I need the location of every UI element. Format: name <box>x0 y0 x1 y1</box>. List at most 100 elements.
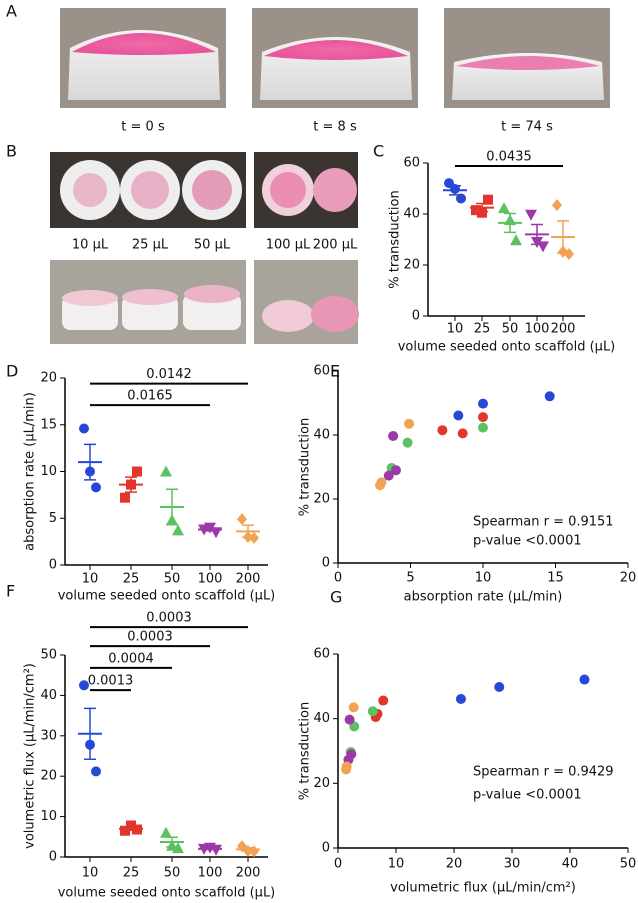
p-value-label: 0.0142 <box>146 367 192 382</box>
p-value-label: 0.0013 <box>88 674 134 689</box>
x-tick-label: 50 <box>164 572 181 587</box>
point <box>91 766 101 777</box>
point <box>341 764 352 775</box>
y-axis-label: % transduction <box>298 418 313 516</box>
error-bar <box>125 826 137 832</box>
point <box>160 826 172 838</box>
error-bar <box>166 836 178 848</box>
point <box>456 193 466 204</box>
x-tick-label: 0 <box>334 571 342 586</box>
x-tick-label: 25 <box>123 866 140 881</box>
x-tick-label: 100 <box>198 866 223 881</box>
point <box>478 422 488 433</box>
point <box>388 430 399 441</box>
error-bar <box>449 184 461 196</box>
annotation: p-value <0.0001 <box>473 788 582 803</box>
point <box>404 418 415 429</box>
point <box>79 680 89 691</box>
point <box>494 681 505 692</box>
annotation: p-value <0.0001 <box>473 534 582 549</box>
panel-label: A <box>6 2 17 21</box>
point <box>455 693 466 704</box>
y-tick-label: 60 <box>313 364 330 379</box>
point <box>378 695 389 706</box>
point <box>402 437 413 448</box>
y-tick-label: 50 <box>40 648 57 663</box>
x-tick-label: 10 <box>475 571 492 586</box>
point <box>383 470 394 481</box>
photo-row-a <box>60 8 610 108</box>
error-bar <box>84 443 96 481</box>
point <box>237 513 247 526</box>
y-tick-label: 0 <box>322 556 330 571</box>
x-tick-label: 10 <box>82 572 99 587</box>
point <box>564 248 574 261</box>
y-axis-label: absorption rate (µL/min) <box>23 392 38 551</box>
y-tick-label: 0 <box>49 558 57 573</box>
error-bar <box>84 707 96 760</box>
point <box>552 199 562 212</box>
p-value-label: 0.0165 <box>127 389 173 404</box>
point <box>537 241 549 253</box>
point <box>344 714 355 725</box>
caption: 50 µL <box>194 238 231 253</box>
p-value-label: 0.0003 <box>146 611 192 626</box>
point <box>126 820 136 831</box>
y-axis-label: % transduction <box>298 702 313 800</box>
y-tick-label: 40 <box>40 688 57 703</box>
y-tick-label: 0 <box>322 841 330 856</box>
x-tick-label: 20 <box>620 571 637 586</box>
y-tick-label: 40 <box>403 207 420 222</box>
y-tick-label: 20 <box>403 258 420 273</box>
point <box>120 492 130 503</box>
x-tick-label: 50 <box>620 857 637 872</box>
point <box>391 465 401 476</box>
point <box>437 425 448 436</box>
point <box>471 205 481 216</box>
error-bar <box>204 847 216 851</box>
point <box>453 410 464 421</box>
point <box>544 391 555 402</box>
x-tick-label: 200 <box>236 866 261 881</box>
y-tick-label: 10 <box>40 464 57 479</box>
caption: 100 µL <box>266 238 311 253</box>
y-tick-label: 10 <box>40 809 57 824</box>
point <box>160 465 172 477</box>
p-value-label: 0.0004 <box>108 651 154 666</box>
x-axis-label: volumetric flux (µL/min/cm²) <box>390 881 576 896</box>
point <box>132 466 142 477</box>
annotation: Spearman r = 0.9151 <box>473 515 614 530</box>
y-axis-label: % transduction <box>388 190 403 288</box>
y-tick-label: 20 <box>40 769 57 784</box>
x-tick-label: 15 <box>547 571 564 586</box>
x-tick-label: 5 <box>406 571 414 586</box>
x-tick-label: 10 <box>82 866 99 881</box>
x-tick-label: 100 <box>525 322 550 337</box>
y-tick-label: 60 <box>403 156 420 171</box>
point <box>477 207 487 218</box>
caption: t = 74 s <box>501 120 553 135</box>
x-axis-label: volume seeded onto scaffold (µL) <box>398 340 616 355</box>
caption: t = 8 s <box>313 120 357 135</box>
x-tick-label: 100 <box>198 572 223 587</box>
point <box>91 482 101 493</box>
panel-label: D <box>6 362 18 381</box>
error-bar <box>531 223 543 246</box>
p-value-label: 0.0435 <box>486 150 532 165</box>
error-bar <box>242 846 254 852</box>
caption: t = 0 s <box>121 120 165 135</box>
x-tick-label: 0 <box>334 857 342 872</box>
x-axis-label: volume seeded onto scaffold (µL) <box>58 886 276 901</box>
x-tick-label: 40 <box>562 857 579 872</box>
error-bar <box>204 527 216 532</box>
point <box>579 674 590 685</box>
point <box>79 423 89 434</box>
y-tick-label: 20 <box>313 776 330 791</box>
panel-label: G <box>330 588 342 607</box>
point <box>172 524 184 536</box>
x-tick-label: 200 <box>551 322 576 337</box>
y-tick-label: 40 <box>313 711 330 726</box>
y-tick-label: 5 <box>49 511 57 526</box>
point <box>348 702 359 713</box>
